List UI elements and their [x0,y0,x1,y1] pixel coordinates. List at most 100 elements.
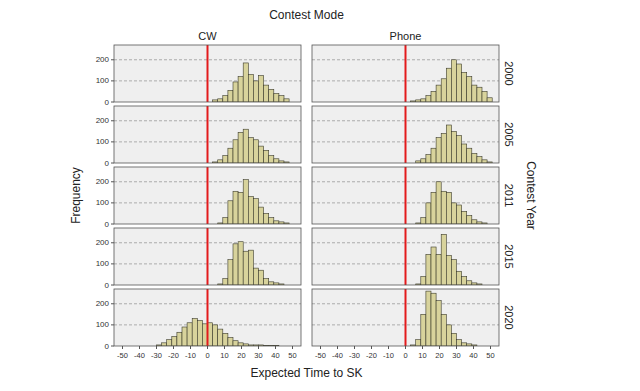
bars [411,60,493,102]
x-tick [422,346,423,349]
reference-line [405,228,407,285]
reference-line [405,167,407,224]
bar [259,146,264,163]
bar [441,191,446,224]
bar [426,291,431,346]
bar [228,90,233,102]
bar [446,125,451,163]
x-tick-label: 50 [288,351,296,360]
bar [421,218,426,224]
y-tick-label: 0 [105,281,110,290]
y-tick [111,202,114,203]
y-tick [111,80,114,81]
bar [218,160,223,163]
bar [269,218,274,224]
x-tick [354,346,355,349]
bar [462,343,467,346]
bar [248,138,253,163]
bar [223,333,228,346]
panel-background [312,106,499,163]
x-tick [337,346,338,349]
bar [457,64,462,102]
x-tick-label: -20 [366,351,377,360]
row-label: 2011 [503,184,515,208]
bar [238,242,243,285]
reference-line [405,45,407,102]
x-tick-label: 0 [205,351,209,360]
y-tick-label: 200 [96,299,110,308]
bar [243,63,248,102]
bar [264,85,269,102]
bar [451,333,456,346]
panel-frame [114,45,301,102]
bar [269,282,274,285]
bar [431,293,436,346]
bar [446,325,451,346]
x-tick [258,346,259,349]
bar [436,182,441,224]
bar [274,221,279,224]
x-tick-label: -30 [349,351,360,360]
y-tick [111,224,114,225]
panel-background [114,45,301,102]
bars [157,319,279,346]
bar [243,180,248,224]
bar [446,192,451,224]
y-tick-label: 0 [105,98,110,107]
bar [192,319,197,346]
x-tick [371,346,372,349]
panel-frame [312,228,499,285]
y-tick [111,102,114,103]
bar [431,91,436,102]
bar [451,131,456,163]
bar [228,148,233,163]
bar [467,77,472,102]
panel-frame [114,228,301,285]
bar [253,140,258,163]
y-tick-label: 100 [96,137,110,146]
bar [467,281,472,285]
row-strip [501,228,517,285]
bar [431,148,436,163]
bar [446,255,451,285]
y-tick [111,303,114,304]
x-tick-label: 40 [469,351,477,360]
bars [416,182,487,224]
bar [431,192,436,224]
y-tick [111,263,114,264]
bar [421,277,426,285]
x-tick-label: 20 [435,351,443,360]
y-tick [111,59,114,60]
row-strip [501,106,517,163]
bar [482,160,487,163]
bar [238,343,243,346]
bar [248,250,253,285]
bar [223,218,228,224]
x-tick [241,346,242,349]
x-tick-label: -10 [383,351,394,360]
y-tick [111,346,114,347]
x-tick [439,346,440,349]
chart: Contest ModeCWPhone20002005201120152020C… [0,0,640,391]
x-tick [456,346,457,349]
reference-line [207,228,209,285]
bar [172,337,177,347]
x-tick-label: 20 [237,351,245,360]
bar [269,156,274,163]
bar [436,301,441,346]
bar [451,60,456,102]
bar [431,247,436,285]
x-tick [405,346,406,349]
x-tick-label: -20 [168,351,179,360]
x-tick-label: 30 [254,351,262,360]
bar [233,191,238,224]
panel-background [114,228,301,285]
y-tick-label: 100 [96,76,110,85]
bar [416,340,421,346]
panel-background [312,167,499,224]
x-tick [490,346,491,349]
bar [457,271,462,285]
bars [218,180,289,224]
column-strip [114,30,301,43]
y-tick-label: 100 [96,259,110,268]
